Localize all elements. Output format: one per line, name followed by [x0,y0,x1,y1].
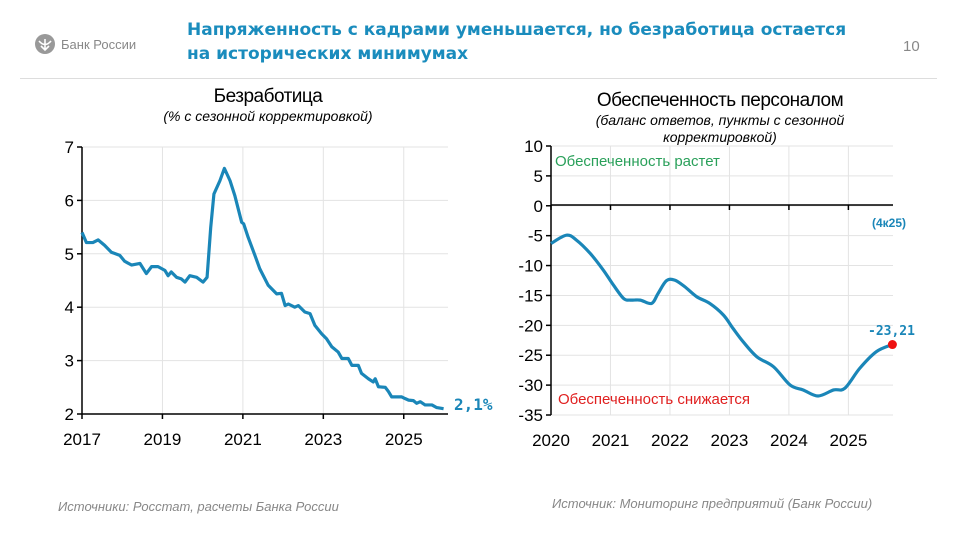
title-line-2: на исторических минимумах [187,44,469,64]
y-tick-label: -35 [518,406,543,425]
chart2-annotation-bottom: Обеспеченность снижается [558,391,750,408]
y-tick-label: -15 [518,286,543,305]
x-tick-label: 2020 [532,431,570,450]
y-tick-label: 10 [524,137,543,156]
x-tick-label: 2022 [651,431,689,450]
page-number: 10 [903,38,920,55]
chart1-end-label: 2,1% [454,395,493,414]
data-series-line [80,166,444,411]
chart2-subtitle-line-2: корректировкой) [663,129,777,145]
chart1-title: Безработица [213,86,323,107]
bank-of-russia-eagle-icon [35,34,55,54]
header-divider [20,78,937,79]
source-left: Источники: Росстат, расчеты Банка России [58,499,339,514]
x-tick-label: 2025 [829,431,867,450]
y-tick-label: -10 [518,257,543,276]
staffing-chart: 10 5 0 -5 -10 -15 -20 -25 -30 -35 2020 2021 2022 2023… [518,137,897,450]
y-tick-label: 4 [65,298,74,317]
y-tick-label: 6 [65,191,74,210]
y-tick-label: 0 [534,197,543,216]
chart1-subtitle: (% с сезонной корректировкой) [163,108,373,124]
chart2-annotation-top: Обеспеченность растет [555,153,720,170]
y-tick-label: -20 [518,316,543,335]
x-tick-label: 2024 [770,431,808,450]
x-tick-label: 2019 [144,430,182,449]
chart2-subtitle-line-1: (баланс ответов, пункты с сезонной [595,112,845,128]
unemployment-chart: 7 6 5 4 3 2 2017 2019 2021 2023 2025 [63,138,448,449]
y-tick-label: 3 [65,352,74,371]
chart2-subtitle: (баланс ответов, пункты с сезонной корре… [530,112,910,146]
title-line-1: Напряженность с кадрами уменьшается, но … [187,20,847,40]
data-series-line [550,233,894,398]
x-tick-label: 2017 [63,430,101,449]
y-tick-label: -5 [528,227,543,246]
logo-text: Банк России [61,36,137,52]
y-tick-label: 7 [65,138,74,157]
x-tick-label: 2023 [711,431,749,450]
x-tick-label: 2021 [592,431,630,450]
y-tick-label: 5 [65,245,74,264]
chart2-period-label: (4к25) [872,216,906,230]
y-tick-label: 2 [65,405,74,424]
y-tick-label: -25 [518,346,543,365]
y-tick-label: -30 [518,376,543,395]
logo: Банк России [34,33,136,55]
chart2-title: Обеспеченность персоналом [596,90,844,111]
chart2-end-label: -23,21 [868,324,915,339]
x-tick-label: 2025 [385,430,423,449]
x-tick-label: 2021 [224,430,262,449]
end-point-marker [887,340,897,350]
x-tick-label: 2023 [304,430,342,449]
source-right: Источник: Мониторинг предприятий (Банк Р… [552,496,873,511]
page-title: Напряженность с кадрами уменьшается, но … [187,18,846,66]
y-tick-label: 5 [534,167,543,186]
